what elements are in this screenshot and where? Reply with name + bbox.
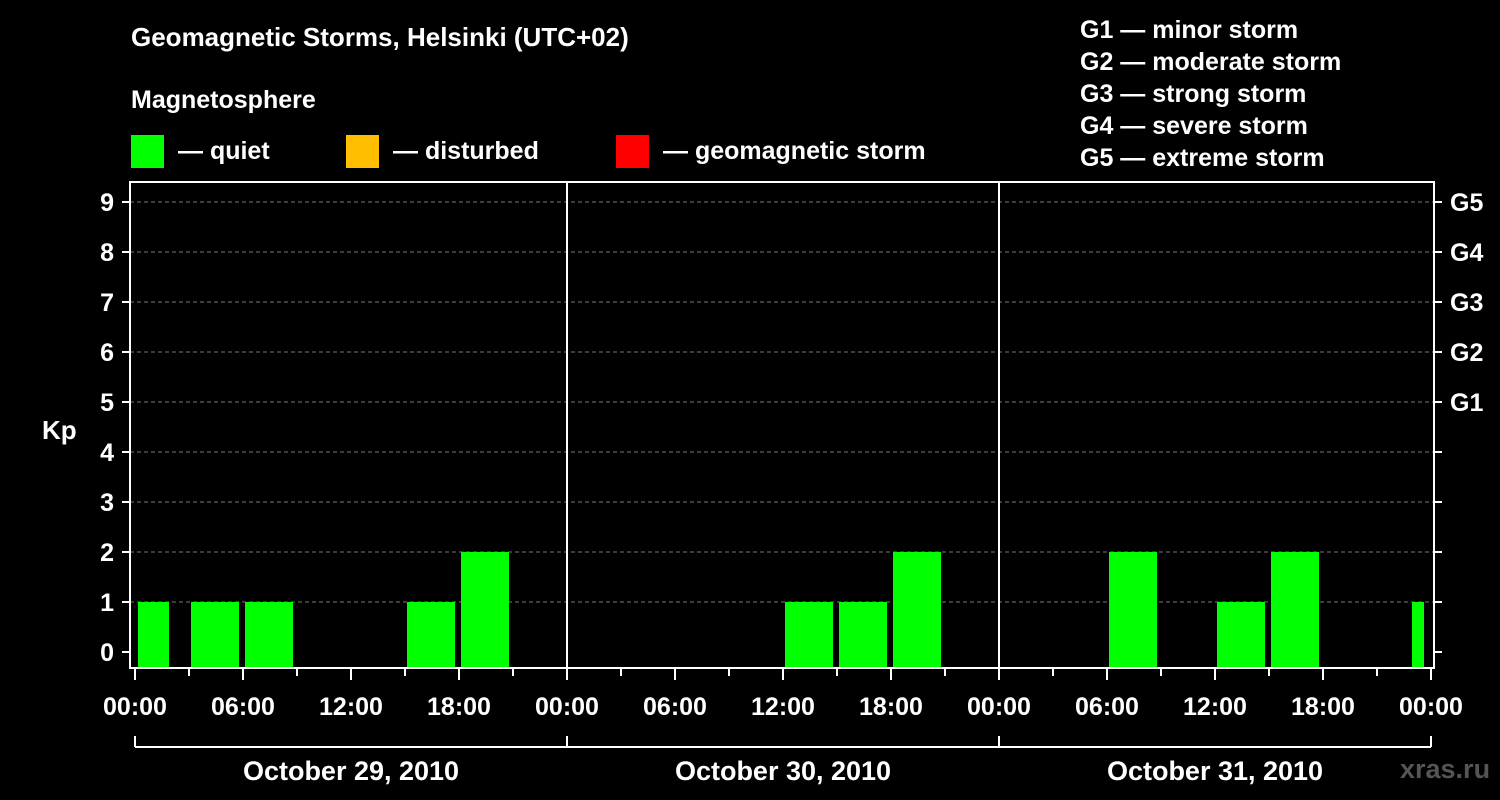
y-tick-label: 9 (100, 189, 114, 217)
kp-bar (785, 602, 833, 668)
g-scale-item: G1 — minor storm (1080, 16, 1299, 44)
day-label: October 30, 2010 (675, 756, 891, 786)
g-level-label: G3 (1450, 289, 1483, 317)
kp-bar (191, 602, 239, 668)
kp-bar (893, 552, 941, 668)
y-tick-label: 0 (100, 639, 114, 667)
x-tick-label: 18:00 (1291, 693, 1355, 721)
x-tick-label: 12:00 (319, 693, 383, 721)
kp-bar (1412, 602, 1424, 668)
g-scale-item: G5 — extreme storm (1080, 144, 1325, 172)
kp-bar (839, 602, 887, 668)
legend-storm: — geomagnetic storm (616, 134, 926, 168)
g-level-label: G1 (1450, 389, 1483, 417)
g-level-label: G2 (1450, 339, 1483, 367)
y-tick-label: 7 (100, 289, 114, 317)
x-tick-label: 00:00 (103, 693, 167, 721)
g-scale-item: G4 — severe storm (1080, 112, 1308, 140)
x-tick-label: 18:00 (859, 693, 923, 721)
disturbed-swatch (346, 134, 379, 168)
legend-disturbed: — disturbed (346, 134, 539, 168)
x-tick-label: 00:00 (535, 693, 599, 721)
y-axis-label: Kp (42, 415, 77, 445)
g-scale-item: G2 — moderate storm (1080, 48, 1342, 76)
kp-bar (138, 602, 169, 668)
y-tick-label: 3 (100, 489, 114, 517)
kp-bar (1217, 602, 1265, 668)
kp-bar (461, 552, 509, 668)
legend-quiet: — quiet (131, 134, 270, 168)
kp-bar (1109, 552, 1157, 668)
legend-title: Magnetosphere (131, 86, 316, 114)
legend-quiet-label: — quiet (178, 136, 270, 165)
quiet-swatch (131, 134, 164, 168)
x-tick-label: 06:00 (643, 693, 707, 721)
x-tick-label: 00:00 (1399, 693, 1463, 721)
y-tick-label: 1 (100, 589, 114, 617)
kp-bar (1271, 552, 1319, 668)
storm-swatch (616, 134, 649, 168)
y-tick-label: 6 (100, 339, 114, 367)
x-tick-label: 18:00 (427, 693, 491, 721)
y-tick-label: 8 (100, 239, 114, 267)
y-tick-label: 4 (100, 439, 114, 467)
x-tick-label: 06:00 (211, 693, 275, 721)
x-tick-label: 12:00 (1183, 693, 1247, 721)
legend-storm-label: — geomagnetic storm (663, 136, 926, 165)
watermark: xras.ru (1400, 754, 1491, 784)
g-level-label: G4 (1450, 239, 1483, 267)
kp-bar (407, 602, 455, 668)
chart-title: Geomagnetic Storms, Helsinki (UTC+02) (131, 22, 629, 52)
kp-bar (245, 602, 293, 668)
day-label: October 29, 2010 (243, 756, 459, 786)
x-tick-label: 06:00 (1075, 693, 1139, 721)
y-tick-label: 5 (100, 389, 114, 417)
day-label: October 31, 2010 (1107, 756, 1323, 786)
g-scale-legend: G1 — minor storm G2 — moderate storm G3 … (1080, 14, 1341, 174)
legend-disturbed-label: — disturbed (393, 136, 539, 165)
g-level-label: G5 (1450, 189, 1483, 217)
x-tick-label: 00:00 (967, 693, 1031, 721)
plot-frame (129, 181, 1435, 669)
y-tick-label: 2 (100, 539, 114, 567)
g-scale-item: G3 — strong storm (1080, 80, 1307, 108)
x-tick-label: 12:00 (751, 693, 815, 721)
